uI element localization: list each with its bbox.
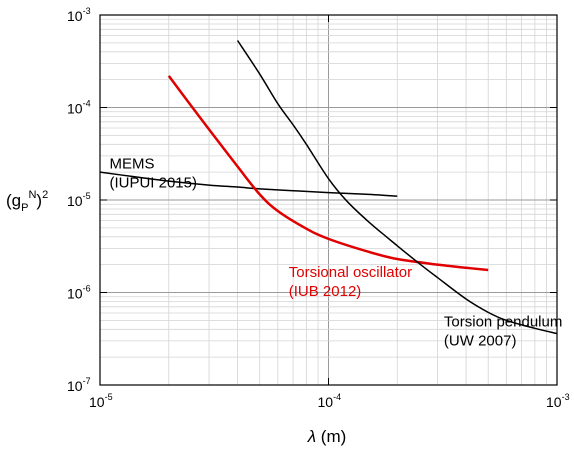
curves: [99, 40, 558, 335]
y-tick-label-exp: -4: [83, 99, 91, 109]
y-tick-label-exp: -6: [83, 284, 91, 294]
series-label-iub: Torsional oscillator: [289, 264, 412, 281]
y-tick-label-base: 10: [67, 8, 83, 24]
x-axis-symbol: λ: [307, 427, 316, 446]
y-tick-label: 10-4: [67, 99, 91, 117]
y-axis-label: (gPN)2: [6, 189, 48, 214]
x-axis-label: λ (m): [307, 427, 347, 446]
series-line-iub: [167, 75, 489, 272]
y-axis-label-base: (g: [6, 191, 21, 210]
x-tick-label-base: 10: [546, 394, 562, 410]
y-tick-label-exp: -3: [83, 6, 91, 16]
series-label-uw: (UW 2007): [444, 332, 517, 349]
series-label-mems: (IUPUI 2015): [109, 174, 197, 191]
y-tick-label-exp: -5: [83, 191, 91, 201]
x-tick-label-exp: -4: [333, 392, 341, 402]
ticks: 10-5 10-4 10-310-710-610-510-410-3: [67, 6, 570, 410]
x-tick-label: 10-3: [546, 392, 570, 410]
x-tick-label-base: 10: [318, 394, 334, 410]
series-label-mems: MEMS: [109, 155, 154, 172]
y-axis-label-close: ): [36, 191, 42, 210]
x-tick-label: 10-5: [89, 392, 113, 410]
series-label-iub: (IUB 2012): [289, 283, 362, 300]
series-line-uw: [236, 40, 558, 335]
y-axis-label-sup: N: [28, 189, 36, 201]
x-axis-unit: (m): [316, 427, 346, 446]
y-tick-label-base: 10: [67, 286, 83, 302]
y-tick-label-exp: -7: [83, 376, 91, 386]
y-tick-label: 10-6: [67, 284, 91, 302]
y-tick-label: 10-5: [67, 191, 91, 209]
series-label-uw: Torsion pendulum: [444, 313, 562, 330]
y-axis-label-sub: P: [21, 202, 28, 214]
y-tick-label-base: 10: [67, 193, 83, 209]
x-tick-label-exp: -5: [105, 392, 113, 402]
x-tick-label: 10-4: [318, 392, 342, 410]
x-tick-label-exp: -3: [562, 392, 570, 402]
y-tick-label: 10-3: [67, 6, 91, 24]
y-tick-label: 10-7: [67, 376, 91, 394]
series-labels: MEMS (IUPUI 2015) Torsional oscillator (IUB…: [109, 155, 562, 349]
series-line-mems: [99, 171, 398, 197]
grid: [100, 15, 557, 385]
y-tick-label-base: 10: [67, 378, 83, 394]
x-tick-label-base: 10: [89, 394, 105, 410]
y-axis-label-power: 2: [42, 189, 48, 201]
y-tick-label-base: 10: [67, 101, 83, 117]
